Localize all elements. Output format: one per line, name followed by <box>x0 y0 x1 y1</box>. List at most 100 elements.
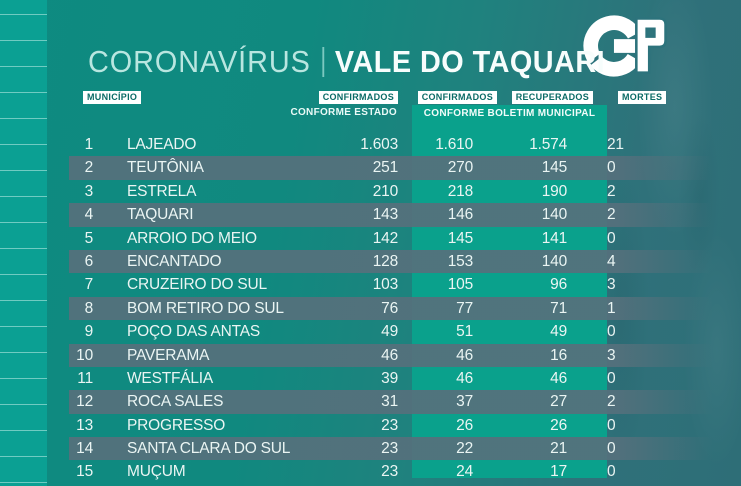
recuperados-value: 1.574 <box>529 136 567 153</box>
gp-logo-icon <box>583 15 667 77</box>
confirmados-municipal-value: 218 <box>447 182 473 200</box>
row-rank: 5 <box>84 229 94 247</box>
confirmados-estado-value: 46 <box>381 346 398 364</box>
table-row: 8 BOM RETIRO DO SUL 76 77 71 1 <box>0 296 741 321</box>
municipio-name: ENCANTADO <box>127 252 222 270</box>
confirmados-estado-value: 23 <box>381 440 398 458</box>
row-rank: 12 <box>76 393 93 411</box>
table-row: 5 ARROIO DO MEIO 142 145 141 0 <box>0 227 741 250</box>
header-confirmados-estado: CONFIRMADOS <box>318 91 398 104</box>
municipio-name: MUÇUM <box>127 463 186 481</box>
municipio-name: PAVERAMA <box>127 346 210 364</box>
confirmados-estado-value: 23 <box>381 416 398 434</box>
mortes-value: 0 <box>607 440 616 458</box>
confirmados-estado-value: 103 <box>372 276 398 294</box>
recuperados-value: 27 <box>550 393 567 411</box>
header-municipio: MUNICÍPIO <box>83 91 142 104</box>
confirmados-municipal-value: 146 <box>447 206 473 224</box>
recuperados-value: 16 <box>550 346 567 364</box>
mortes-value: 1 <box>607 299 616 317</box>
confirmados-municipal-value: 46 <box>456 369 473 387</box>
mortes-value: 0 <box>607 416 616 434</box>
recuperados-value: 96 <box>550 276 567 294</box>
confirmados-estado-value: 143 <box>372 206 398 224</box>
header-recuperados: RECUPERADOS <box>511 91 593 104</box>
mortes-value: 0 <box>607 369 616 387</box>
recuperados-value: 49 <box>550 323 567 341</box>
row-rank: 15 <box>76 463 93 481</box>
confirmados-municipal-value: 270 <box>447 159 473 177</box>
confirmados-municipal-value: 77 <box>456 299 473 317</box>
table-row: 10 PAVERAMA 46 46 16 3 <box>0 343 741 368</box>
recuperados-value: 21 <box>550 440 567 458</box>
title-region: VALE DO TAQUARI <box>334 44 606 79</box>
mortes-value: 0 <box>607 229 616 247</box>
municipio-name: PROGRESSO <box>127 416 226 434</box>
confirmados-estado-value: 76 <box>381 299 398 317</box>
municipio-name: ROCA SALES <box>127 393 224 411</box>
confirmados-municipal-value: 37 <box>456 393 473 411</box>
recuperados-value: 140 <box>541 252 567 270</box>
confirmados-municipal-value: 1.610 <box>435 136 473 153</box>
confirmados-municipal-value: 105 <box>447 276 473 294</box>
recuperados-value: 71 <box>550 299 567 317</box>
table-body: 1 LAJEADO 1.603 1.610 1.574 21 2 TEUTÔNIA 251 270… <box>0 133 741 484</box>
confirmados-municipal-value: 46 <box>456 346 473 364</box>
subheader-conforme-estado: CONFORME ESTADO <box>290 107 397 118</box>
recuperados-value: 141 <box>541 229 567 247</box>
recuperados-value: 145 <box>541 159 567 177</box>
row-rank: 8 <box>84 299 94 317</box>
confirmados-estado-value: 49 <box>381 323 398 341</box>
header-confirmados-municipal: CONFIRMADOS <box>417 91 497 104</box>
table-row: 2 TEUTÔNIA 251 270 145 0 <box>0 156 741 181</box>
municipio-name: SANTA CLARA DO SUL <box>127 440 291 458</box>
confirmados-municipal-value: 145 <box>447 229 473 247</box>
mortes-value: 0 <box>607 463 616 481</box>
confirmados-estado-value: 1.603 <box>360 136 398 153</box>
mortes-value: 2 <box>607 206 616 224</box>
row-rank: 7 <box>84 276 94 294</box>
recuperados-value: 46 <box>550 369 567 387</box>
confirmados-estado-value: 128 <box>372 252 398 270</box>
recuperados-value: 26 <box>550 416 567 434</box>
confirmados-estado-value: 23 <box>381 463 398 481</box>
municipio-name: WESTFÁLIA <box>127 369 214 387</box>
row-rank: 9 <box>84 323 94 341</box>
mortes-value: 4 <box>607 252 616 270</box>
title-coronavirus: CORONAVÍRUS <box>88 44 311 79</box>
mortes-value: 3 <box>607 276 616 294</box>
mortes-value: 2 <box>607 182 616 200</box>
table-row: 13 PROGRESSO 23 26 26 0 <box>0 414 741 437</box>
confirmados-municipal-value: 153 <box>447 252 473 270</box>
header-mortes: MORTES <box>618 91 667 104</box>
row-rank: 2 <box>84 159 94 177</box>
row-rank: 4 <box>84 206 94 224</box>
municipio-name: LAJEADO <box>127 136 197 153</box>
municipio-name: BOM RETIRO DO SUL <box>127 299 284 317</box>
recuperados-value: 140 <box>541 206 567 224</box>
mortes-value: 0 <box>607 159 616 177</box>
table-row: 1 LAJEADO 1.603 1.610 1.574 21 <box>0 133 741 156</box>
table-row: 4 TAQUARI 143 146 140 2 <box>0 203 741 227</box>
confirmados-estado-value: 142 <box>372 229 398 247</box>
recuperados-value: 190 <box>541 182 567 200</box>
title-divider <box>321 47 324 77</box>
municipio-name: POÇO DAS ANTAS <box>127 323 260 341</box>
confirmados-estado-value: 210 <box>372 182 398 200</box>
row-rank: 1 <box>84 136 94 153</box>
ruled-sidebar-strip <box>0 0 47 486</box>
table-row: 7 CRUZEIRO DO SUL 103 105 96 3 <box>0 273 741 296</box>
table-row: 9 POÇO DAS ANTAS 49 51 49 0 <box>0 320 741 343</box>
subheader-conforme-boletim: CONFORME BOLETIM MUNICIPAL <box>423 108 596 119</box>
confirmados-municipal-value: 22 <box>456 440 473 458</box>
row-rank: 10 <box>76 346 93 364</box>
row-rank: 3 <box>84 182 94 200</box>
confirmados-municipal-value: 24 <box>456 463 473 481</box>
mortes-value: 3 <box>607 346 616 364</box>
page-title: CORONAVÍRUS VALE DO TAQUARI <box>88 44 605 80</box>
table-row: 3 ESTRELA 210 218 190 2 <box>0 180 741 203</box>
confirmados-estado-value: 39 <box>381 369 398 387</box>
table-row: 6 ENCANTADO 128 153 140 4 <box>0 249 741 274</box>
municipio-name: CRUZEIRO DO SUL <box>127 276 267 294</box>
